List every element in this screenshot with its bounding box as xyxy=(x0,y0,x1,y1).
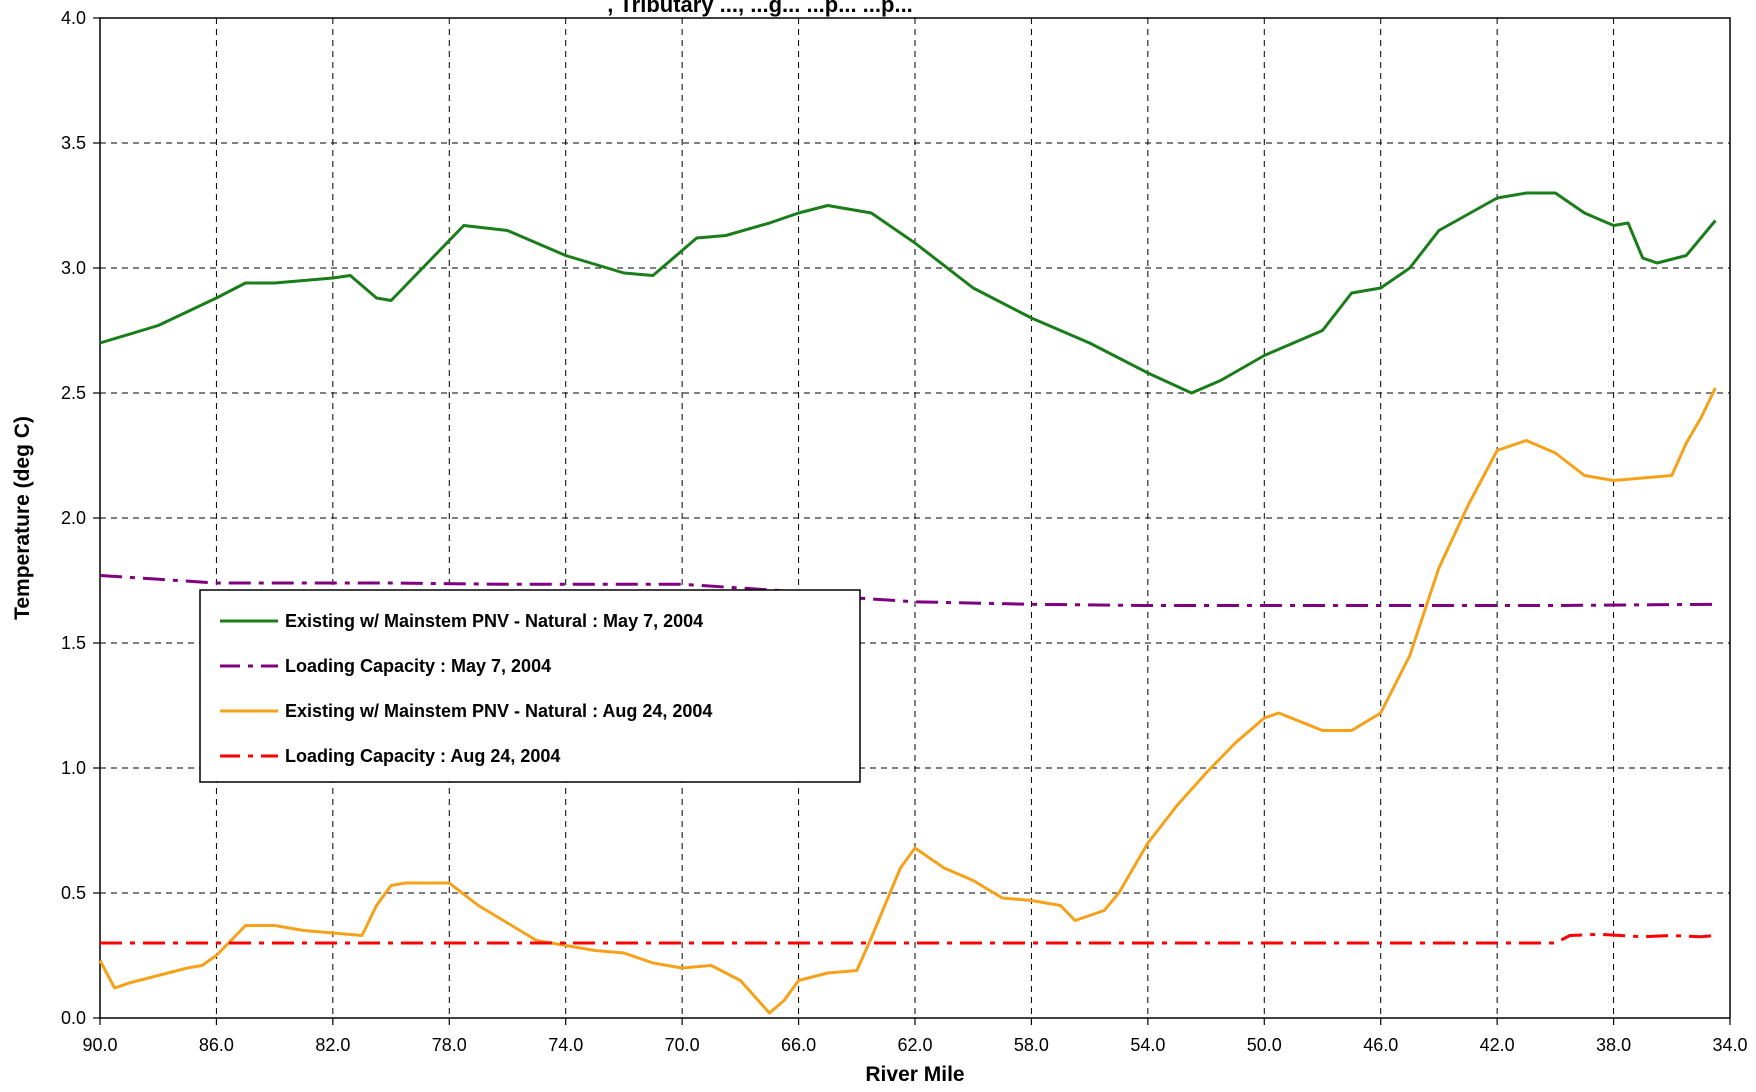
y-tick-label: 1.0 xyxy=(61,758,86,778)
x-axis-title: River Mile xyxy=(865,1063,964,1086)
x-tick-label: 46.0 xyxy=(1363,1035,1398,1055)
x-tick-label: 70.0 xyxy=(665,1035,700,1055)
x-tick-label: 66.0 xyxy=(781,1035,816,1055)
x-tick-label: 50.0 xyxy=(1247,1035,1282,1055)
x-tick-label: 34.0 xyxy=(1712,1035,1747,1055)
series-line-3 xyxy=(98,387,1717,1015)
x-tick-label: 42.0 xyxy=(1480,1035,1515,1055)
x-tick-label: 54.0 xyxy=(1130,1035,1165,1055)
y-tick-label: 2.5 xyxy=(61,383,86,403)
x-tick-label: 58.0 xyxy=(1014,1035,1049,1055)
y-tick-label: 0.5 xyxy=(61,883,86,903)
y-axis-ticks: 0.0 0.5 1.0 1.5 2.0 2.5 3.0 3.5 4.0 xyxy=(61,8,100,1028)
y-tick-label: 4.0 xyxy=(61,8,86,28)
chart-title: , Tributary ..., ...g... ...p... ...p... xyxy=(607,0,913,17)
x-tick-label: 90.0 xyxy=(82,1035,117,1055)
x-tick-label: 86.0 xyxy=(199,1035,234,1055)
x-tick-label: 74.0 xyxy=(548,1035,583,1055)
y-tick-label: 0.0 xyxy=(61,1008,86,1028)
y-tick-label: 1.5 xyxy=(61,633,86,653)
y-tick-label: 3.5 xyxy=(61,133,86,153)
legend-box xyxy=(199,589,861,783)
x-tick-label: 78.0 xyxy=(432,1035,467,1055)
x-tick-label: 62.0 xyxy=(897,1035,932,1055)
series-line-1 xyxy=(99,191,1717,395)
x-tick-label: 82.0 xyxy=(315,1035,350,1055)
gridlines xyxy=(100,18,1730,1018)
y-tick-label: 2.0 xyxy=(61,508,86,528)
legend-label: Existing w/ Mainstem PNV - Natural : May… xyxy=(285,611,703,631)
series-line-2 xyxy=(99,574,1716,607)
series-line-4 xyxy=(100,932,1716,945)
y-tick-label: 3.0 xyxy=(61,258,86,278)
x-tick-label: 38.0 xyxy=(1596,1035,1631,1055)
y-axis-title: Temperature (deg C) xyxy=(11,416,34,620)
legend-label: Loading Capacity : Aug 24, 2004 xyxy=(285,746,560,766)
legend-label: Loading Capacity : May 7, 2004 xyxy=(285,656,551,676)
legend: Existing w/ Mainstem PNV - Natural : May… xyxy=(199,589,861,783)
series-lines xyxy=(98,191,1717,1015)
legend-label: Existing w/ Mainstem PNV - Natural : Aug… xyxy=(285,701,712,721)
x-axis-ticks: 90.0 86.0 82.0 78.0 74.0 70.0 66.0 62.0 58.0 54.0… xyxy=(82,1018,1748,1055)
